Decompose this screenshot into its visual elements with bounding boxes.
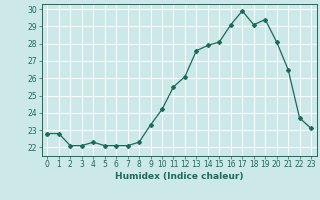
X-axis label: Humidex (Indice chaleur): Humidex (Indice chaleur): [115, 172, 244, 181]
